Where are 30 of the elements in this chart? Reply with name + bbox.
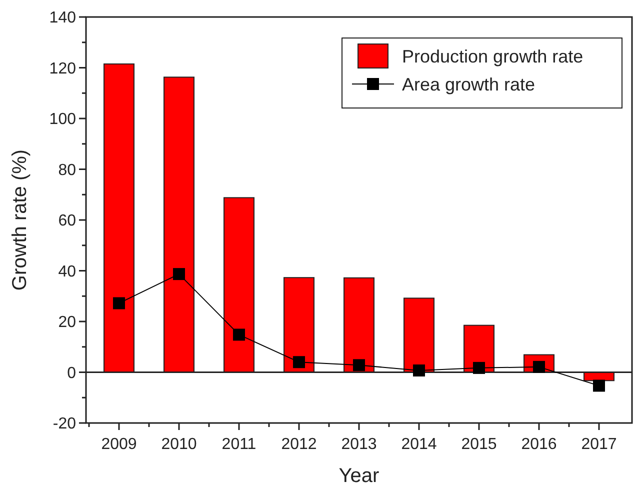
- x-tick-label: 2010: [161, 436, 197, 453]
- x-tick-label: 2011: [222, 436, 256, 453]
- point: [173, 268, 185, 280]
- point: [593, 380, 605, 392]
- x-tick-label: 2014: [401, 436, 437, 453]
- x-tick-label: 2012: [281, 436, 317, 453]
- x-axis-title: Year: [338, 465, 380, 487]
- x-tick-label: 2009: [101, 436, 137, 453]
- point: [413, 364, 425, 376]
- x-tick-label: 2015: [461, 436, 497, 453]
- point: [113, 297, 125, 310]
- point: [293, 356, 305, 368]
- y-tick-label: 20: [58, 314, 76, 332]
- y-tick-label: -20: [52, 416, 76, 433]
- y-tick-label: 120: [49, 60, 76, 78]
- y-tick-label: 40: [58, 263, 76, 280]
- y-tick-label: 60: [58, 212, 76, 230]
- x-tick-label: 2013: [341, 436, 377, 453]
- point: [233, 328, 245, 341]
- point: [353, 359, 365, 372]
- x-tick-label: 2017: [581, 436, 617, 453]
- legend-label: Production growth rate: [402, 46, 584, 66]
- x-tick-label: 2016: [521, 436, 557, 453]
- y-tick-label: 140: [49, 10, 76, 27]
- y-tick-label: 80: [58, 162, 76, 179]
- y-axis-title: Growth rate (%): [9, 149, 31, 291]
- y-tick-label: 100: [49, 111, 76, 128]
- y-tick-label: 0: [67, 364, 76, 382]
- legend-label: Area growth rate: [402, 74, 536, 94]
- point: [473, 362, 485, 374]
